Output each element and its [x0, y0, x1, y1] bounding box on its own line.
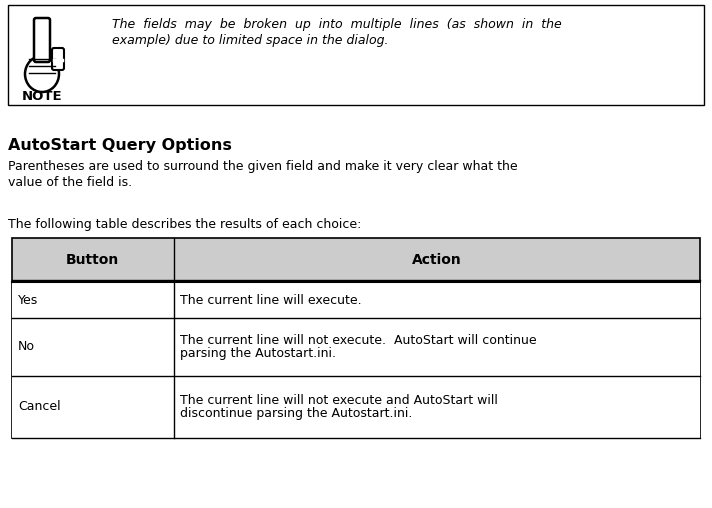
Text: discontinue parsing the Autostart.ini.: discontinue parsing the Autostart.ini.: [179, 407, 412, 421]
Text: example) due to limited space in the dialog.: example) due to limited space in the dia…: [112, 34, 389, 47]
Text: The current line will not execute.  AutoStart will continue: The current line will not execute. AutoS…: [179, 333, 536, 346]
Text: AutoStart Query Options: AutoStart Query Options: [8, 138, 232, 153]
Bar: [12, 376, 700, 438]
Text: Action: Action: [412, 253, 461, 267]
Bar: [12, 238, 700, 282]
Text: No: No: [18, 340, 35, 354]
Text: value of the field is.: value of the field is.: [8, 176, 132, 189]
Text: The  fields  may  be  broken  up  into  multiple  lines  (as  shown  in  the: The fields may be broken up into multipl…: [112, 18, 562, 31]
FancyBboxPatch shape: [52, 48, 64, 70]
Text: Yes: Yes: [18, 294, 38, 306]
Text: The current line will execute.: The current line will execute.: [179, 294, 361, 306]
Text: Button: Button: [66, 253, 120, 267]
Ellipse shape: [25, 56, 59, 92]
Text: The current line will not execute and AutoStart will: The current line will not execute and Au…: [179, 394, 498, 406]
Bar: [12, 318, 700, 376]
Text: parsing the Autostart.ini.: parsing the Autostart.ini.: [179, 347, 335, 361]
Text: NOTE: NOTE: [21, 90, 63, 103]
Bar: [12, 282, 700, 318]
Text: Parentheses are used to surround the given field and make it very clear what the: Parentheses are used to surround the giv…: [8, 160, 518, 173]
Text: Cancel: Cancel: [18, 400, 61, 414]
FancyBboxPatch shape: [34, 18, 50, 62]
Bar: [12, 238, 700, 438]
Bar: [8, 5, 704, 105]
Text: The following table describes the results of each choice:: The following table describes the result…: [8, 218, 362, 231]
